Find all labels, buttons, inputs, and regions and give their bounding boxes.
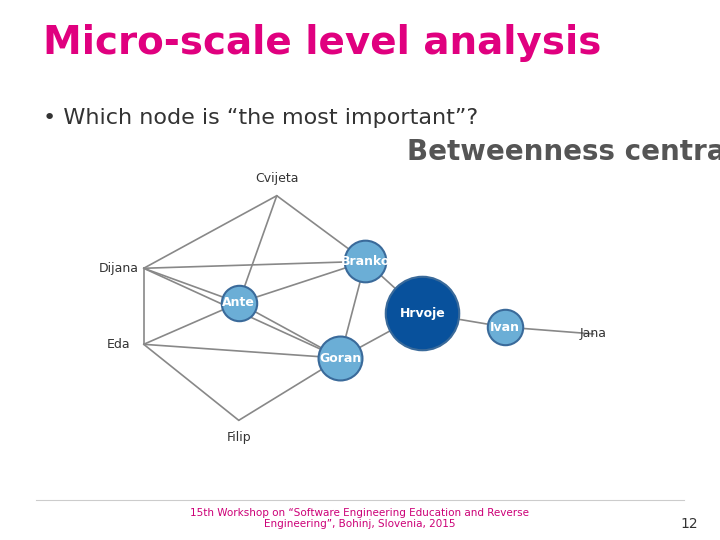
Text: Branko: Branko xyxy=(341,255,390,268)
Text: • Which node is “the most important”?: • Which node is “the most important”? xyxy=(43,108,478,128)
Text: Betweenness centrality: Betweenness centrality xyxy=(407,138,720,166)
Text: Ante: Ante xyxy=(222,296,255,309)
Text: Cvijeta: Cvijeta xyxy=(255,172,299,185)
Point xyxy=(417,309,428,318)
Text: 12: 12 xyxy=(681,517,698,531)
Point xyxy=(360,257,372,266)
Point xyxy=(233,299,245,307)
Text: Filip: Filip xyxy=(226,431,251,444)
Text: Dijana: Dijana xyxy=(99,262,138,275)
Text: Micro-scale level analysis: Micro-scale level analysis xyxy=(43,24,602,62)
Point xyxy=(334,354,346,362)
Text: Hrvoje: Hrvoje xyxy=(400,307,446,320)
Text: Goran: Goran xyxy=(319,352,361,365)
Text: Jana: Jana xyxy=(580,327,607,340)
Point xyxy=(499,323,510,332)
Text: Eda: Eda xyxy=(107,338,130,351)
Text: 15th Workshop on “Software Engineering Education and Reverse
Engineering”, Bohin: 15th Workshop on “Software Engineering E… xyxy=(191,508,529,529)
Text: Ivan: Ivan xyxy=(490,321,520,334)
